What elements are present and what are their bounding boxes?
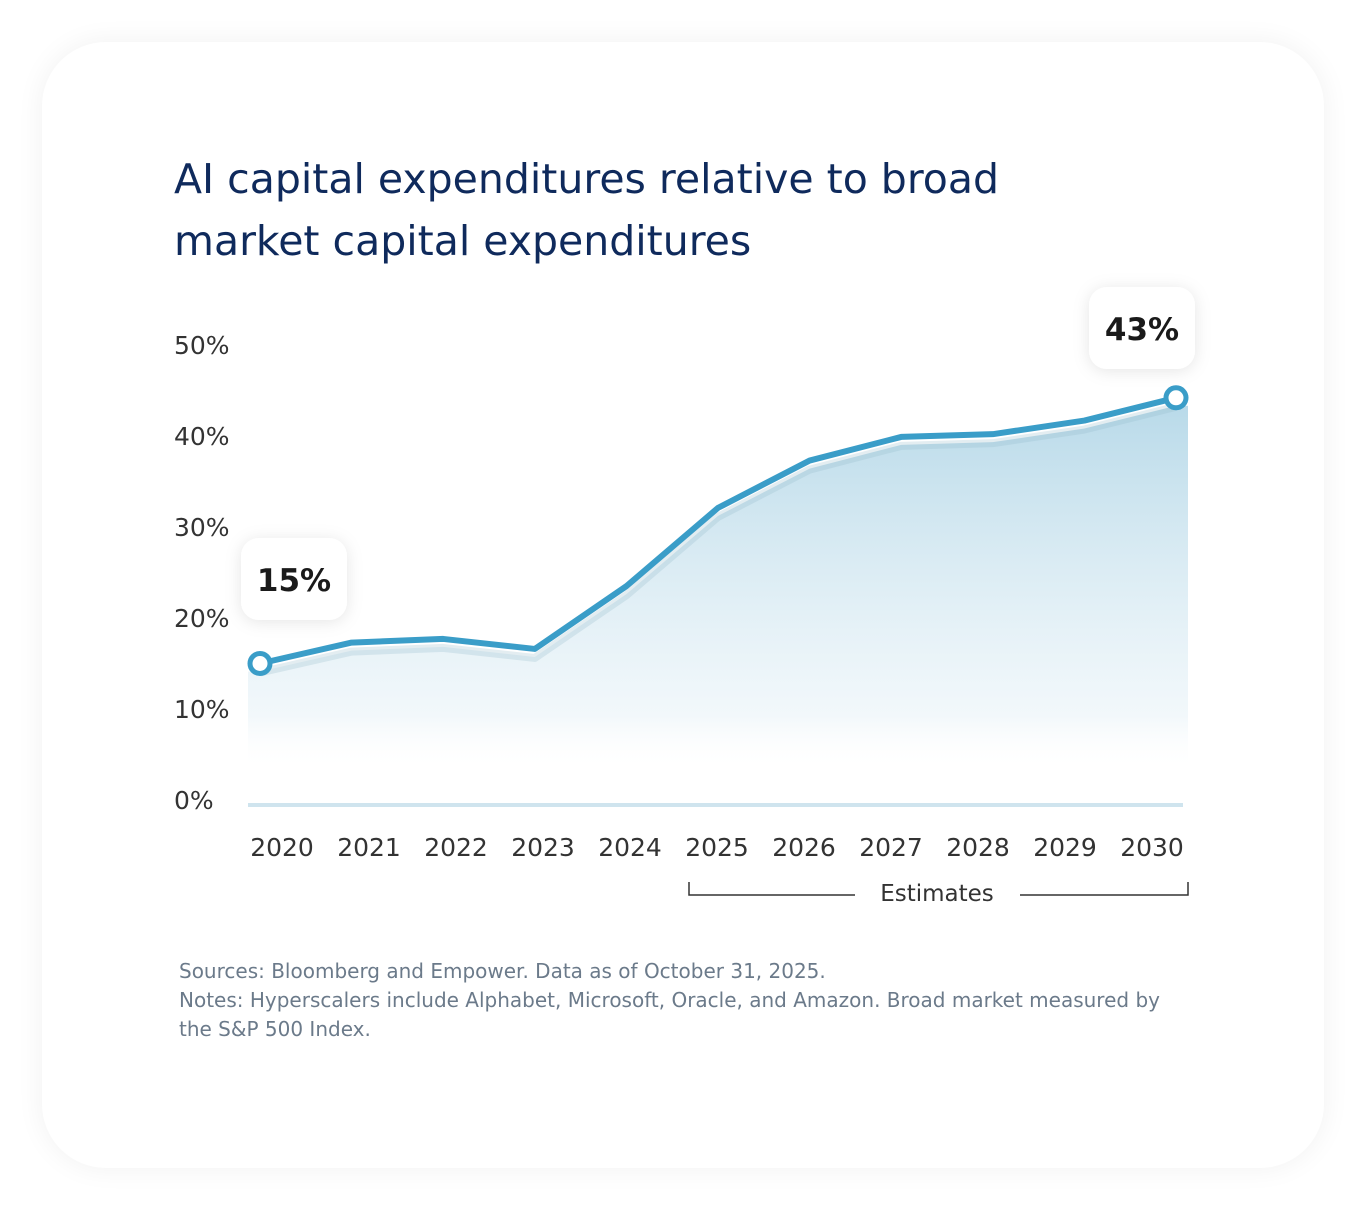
x-tick-label: 2021	[337, 833, 401, 862]
x-tick-label: 2023	[511, 833, 575, 862]
data-point-marker	[247, 651, 273, 676]
x-tick-label: 2028	[946, 833, 1010, 862]
y-tick-label: 10%	[174, 695, 230, 724]
chart-title: AI capital expenditures relative to broa…	[174, 155, 1000, 265]
annotation-label: 15%	[257, 563, 331, 599]
series-line	[259, 394, 1177, 667]
x-tick-label: 2024	[598, 833, 662, 862]
x-tick-label: 2027	[859, 833, 923, 862]
x-tick-label: 2030	[1120, 833, 1184, 862]
estimates-label: Estimates	[880, 881, 994, 907]
area-fill	[248, 405, 1188, 770]
y-tick-label: 30%	[174, 513, 230, 542]
annotation-box	[241, 538, 347, 620]
x-tick-label: 2022	[424, 833, 488, 862]
x-tick-label: 2020	[250, 833, 314, 862]
y-tick-label: 50%	[174, 331, 230, 360]
x-tick-label: 2026	[772, 833, 836, 862]
notes-text: Notes: Hyperscalers include Alphabet, Mi…	[179, 988, 1160, 1041]
data-point-marker	[1163, 385, 1189, 411]
y-tick-label: 0%	[174, 786, 214, 815]
annotation-label: 43%	[1105, 312, 1179, 348]
y-tick-label: 20%	[174, 604, 230, 633]
annotation-box	[1089, 287, 1195, 369]
x-tick-label: 2029	[1033, 833, 1097, 862]
y-tick-label: 40%	[174, 422, 230, 451]
x-tick-label: 2025	[685, 833, 749, 862]
estimates-bracket	[688, 882, 1189, 896]
sources-text: Sources: Bloomberg and Empower. Data as …	[179, 959, 826, 983]
chart-notes: Sources: Bloomberg and Empower. Data as …	[179, 957, 1179, 1044]
line-shadow	[259, 402, 1177, 677]
